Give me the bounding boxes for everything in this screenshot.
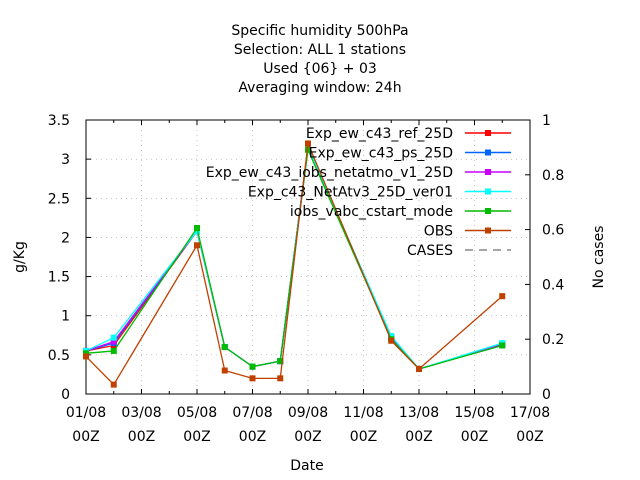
data-point (305, 146, 311, 153)
legend-marker (485, 149, 491, 156)
axis-ticks: 01/08 00Z 03/08 00Z 05/08 00Z 07/08 00Z 09/08 00Z… (48, 113, 565, 445)
data-point (194, 228, 200, 235)
y2-tick-label: 0 (542, 387, 551, 403)
legend-label: Exp_ew_c43_ps_25D (309, 146, 453, 162)
series-lines (83, 140, 506, 388)
x-tick-label-date: 17/08 (510, 405, 550, 421)
x-tick-label-date: 07/08 (232, 405, 272, 421)
legend-label: Exp_ew_c43_iobs_netatmo_v1_25D (206, 165, 453, 181)
y-axis-label: g/Kg (12, 241, 28, 273)
x-tick-label-hour: 00Z (516, 429, 543, 445)
legend: Exp_ew_c43_ref_25D Exp_ew_c43_ps_25D Exp_e… (206, 126, 511, 259)
data-point (277, 358, 284, 365)
data-point (194, 225, 200, 232)
y-tick-label: 0.5 (48, 348, 70, 364)
legend-marker (485, 227, 491, 234)
data-point (388, 333, 395, 340)
title-line: Averaging window: 24h (238, 80, 401, 96)
x-tick-label-date: 01/08 (66, 405, 106, 421)
title-line: Used {06} + 03 (263, 61, 377, 77)
y-tick-label: 2.5 (48, 191, 70, 207)
x-tick-label-hour: 00Z (128, 429, 155, 445)
x-tick-label-date: 05/08 (177, 405, 217, 421)
y-tick-label: 1.5 (48, 270, 70, 286)
y2-axis-label: No cases (591, 226, 607, 289)
y-tick-label: 3 (61, 152, 70, 168)
x-tick-label-hour: 00Z (461, 429, 488, 445)
legend-marker (485, 188, 491, 195)
data-point (221, 344, 228, 351)
x-tick-label-hour: 00Z (72, 429, 99, 445)
x-axis-label: Date (290, 458, 323, 474)
x-tick-label-hour: 00Z (350, 429, 377, 445)
chart-title: Specific humidity 500hPa Selection: ALL 1… (231, 23, 408, 96)
legend-label: CASES (407, 243, 453, 259)
data-point (194, 242, 200, 249)
series-line-5 (85, 140, 503, 386)
y2-tick-label: 0.6 (542, 223, 564, 239)
legend-marker (485, 208, 491, 214)
x-tick-label-date: 03/08 (121, 405, 161, 421)
data-point (305, 140, 311, 147)
x-tick-label-hour: 00Z (239, 429, 266, 445)
x-tick-label-hour: 00Z (183, 429, 210, 445)
grid (86, 120, 530, 394)
y2-tick-label: 1 (542, 113, 551, 129)
data-point (110, 334, 117, 341)
title-line: Specific humidity 500hPa (231, 23, 408, 39)
y-tick-label: 3.5 (48, 113, 70, 129)
y-tick-label: 0 (61, 387, 70, 403)
data-point (249, 363, 256, 370)
data-point (416, 365, 422, 372)
x-tick-label-date: 13/08 (399, 405, 439, 421)
y2-tick-label: 0.4 (542, 277, 564, 293)
data-point (499, 342, 506, 349)
y-tick-label: 1 (61, 309, 70, 325)
data-point (110, 347, 117, 354)
y2-tick-label: 0.8 (542, 168, 564, 184)
legend-label: OBS (424, 224, 453, 240)
y-tick-label: 2 (61, 230, 70, 246)
legend-label: Exp_c43_NetAtv3_25D_ver01 (248, 185, 453, 201)
data-point (277, 375, 284, 382)
data-point (388, 337, 395, 344)
x-tick-label-date: 15/08 (454, 405, 494, 421)
legend-label: Exp_ew_c43_ref_25D (306, 126, 453, 142)
data-point (110, 381, 117, 388)
data-point (221, 367, 228, 374)
legend-label: iobs_vabc_cstart_mode (290, 204, 453, 220)
data-point (83, 350, 89, 357)
x-tick-label-hour: 00Z (405, 429, 432, 445)
x-tick-label-date: 11/08 (343, 405, 383, 421)
data-point (249, 375, 256, 382)
data-point (499, 293, 506, 300)
legend-marker (485, 169, 491, 175)
x-tick-label-date: 09/08 (288, 405, 328, 421)
x-tick-label-hour: 00Z (294, 429, 321, 445)
data-point (83, 353, 89, 360)
title-line: Selection: ALL 1 stations (234, 42, 406, 58)
data-point (110, 338, 117, 345)
legend-marker (485, 130, 491, 136)
y2-tick-label: 0.2 (542, 332, 564, 348)
